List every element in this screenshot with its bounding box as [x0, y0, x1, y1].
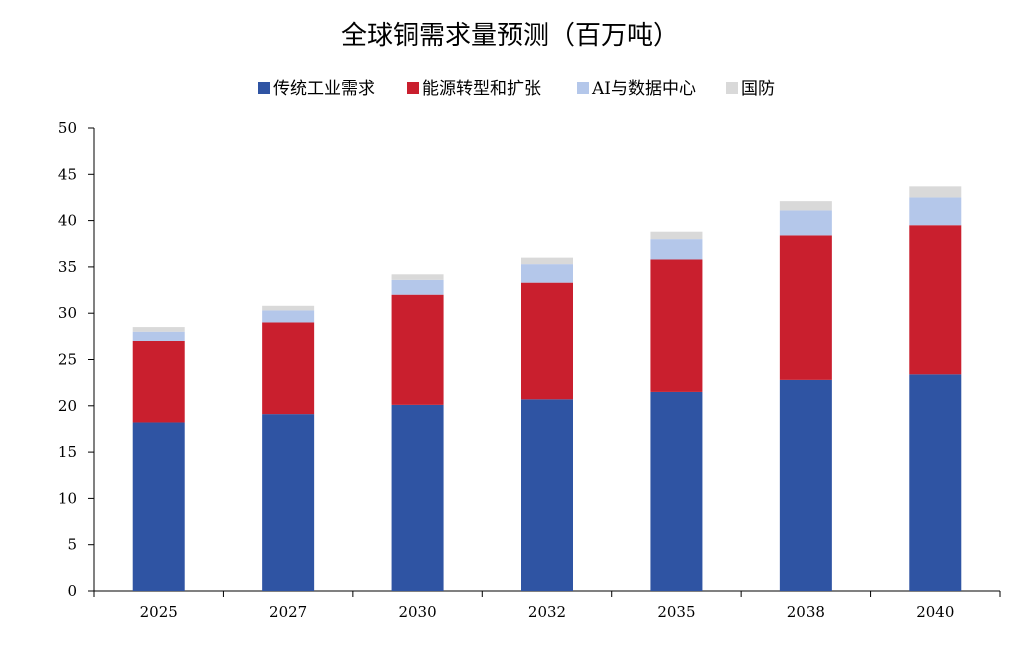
y-tick-label: 30: [58, 304, 77, 322]
y-tick-label: 5: [67, 536, 77, 554]
bar-group-2038: [779, 201, 832, 591]
y-tick-label: 15: [58, 443, 77, 461]
legend-swatch: [407, 82, 419, 94]
bar-series-3-2025: [132, 327, 185, 332]
bar-group-2035: [650, 231, 703, 591]
bar-series-1-2025: [132, 340, 185, 423]
chart-title: 全球铜需求量预测（百万吨）: [341, 21, 679, 51]
bar-group-2032: [521, 257, 573, 591]
legend-label: AI与数据中心: [591, 79, 696, 99]
y-tick-label: 35: [58, 258, 77, 276]
bar-series-0-2038: [779, 379, 832, 591]
bar-series-2-2025: [132, 331, 185, 341]
legend-swatch: [726, 82, 738, 94]
x-tick-label: 2025: [140, 603, 178, 621]
bar-series-0-2032: [521, 399, 573, 591]
bar-series-0-2030: [391, 404, 444, 591]
bar-series-2-2035: [650, 239, 703, 260]
bar-group-2030: [391, 274, 444, 591]
y-tick-label: 45: [58, 165, 77, 183]
y-tick-label: 10: [58, 489, 77, 507]
bar-series-1-2027: [262, 322, 315, 415]
legend-label: 传统工业需求: [273, 79, 375, 99]
legend-swatch: [577, 82, 589, 94]
bar-series-0-2025: [132, 422, 185, 591]
bar-group-2040: [909, 186, 962, 591]
legend: 传统工业需求 能源转型和扩张 AI与数据中心 国防: [258, 79, 775, 99]
x-tick-label: 2032: [528, 603, 566, 621]
legend-label: 能源转型和扩张: [422, 79, 541, 99]
bar-series-3-2040: [909, 186, 962, 198]
legend-item-series-1: 能源转型和扩张: [407, 79, 541, 99]
bar-series-1-2030: [391, 294, 444, 405]
bar-series-2-2038: [779, 210, 832, 236]
bar-series-1-2038: [779, 235, 832, 380]
y-tick-label: 50: [58, 119, 77, 137]
bar-series-3-2032: [521, 257, 573, 265]
legend-item-series-2: AI与数据中心: [577, 79, 696, 99]
y-tick-label: 25: [58, 351, 77, 369]
bar-series-0-2027: [262, 414, 315, 591]
bar-series-3-2027: [262, 305, 315, 311]
bar-series-3-2030: [391, 274, 444, 280]
bar-series-2-2032: [521, 264, 573, 283]
bar-series-1-2040: [909, 225, 962, 375]
bar-group-2025: [132, 327, 185, 591]
bar-group-2027: [262, 305, 315, 591]
bar-series-1-2035: [650, 259, 703, 392]
x-tick-label: 2040: [916, 603, 954, 621]
x-tick-label: 2030: [398, 603, 436, 621]
bar-series-0-2035: [650, 391, 703, 591]
bar-series-2-2040: [909, 197, 962, 226]
legend-label: 国防: [741, 79, 775, 99]
x-tick-label: 2038: [787, 603, 825, 621]
y-tick-label: 0: [67, 582, 77, 600]
legend-swatch: [258, 82, 270, 94]
x-tick-label: 2035: [657, 603, 695, 621]
bar-series-2-2030: [391, 279, 444, 295]
bar-series-2-2027: [262, 310, 315, 323]
bar-series-1-2032: [521, 282, 573, 400]
y-tick-label: 40: [58, 212, 77, 230]
y-tick-label: 20: [58, 397, 77, 415]
legend-item-series-0: 传统工业需求: [258, 79, 375, 99]
legend-item-series-3: 国防: [726, 79, 775, 99]
x-tick-label: 2027: [269, 603, 307, 621]
bar-series-3-2035: [650, 231, 703, 240]
bar-series-3-2038: [779, 201, 832, 211]
bar-series-0-2040: [909, 374, 962, 591]
